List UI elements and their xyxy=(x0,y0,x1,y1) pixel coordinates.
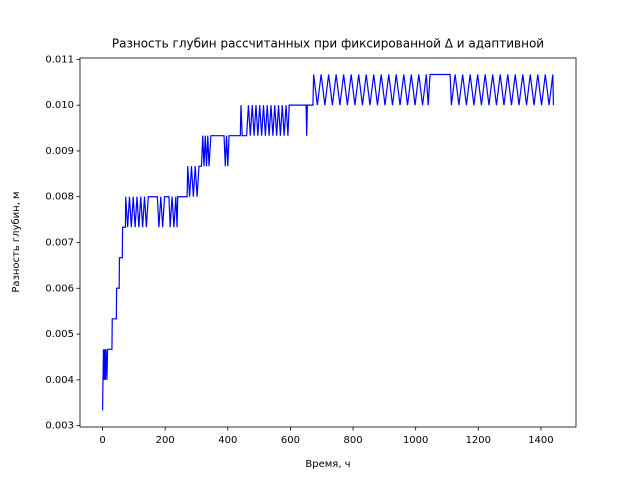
x-tick-label: 1400 xyxy=(528,435,553,446)
x-tick-label: 800 xyxy=(344,435,363,446)
x-tick-label: 1200 xyxy=(466,435,491,446)
y-tick-label: 0.010 xyxy=(45,100,74,111)
y-tick-label: 0.007 xyxy=(45,238,74,249)
x-tick-label: 400 xyxy=(218,435,237,446)
y-tick-label: 0.003 xyxy=(45,421,74,432)
plot-frame xyxy=(79,57,577,428)
y-axis-label: Разность глубин, м xyxy=(11,191,22,292)
y-tick-label: 0.004 xyxy=(45,375,74,386)
x-axis-label: Время, ч xyxy=(305,459,350,470)
y-tick-label: 0.011 xyxy=(45,54,74,65)
chart-title: Разность глубин рассчитанных при фиксиро… xyxy=(112,37,544,51)
x-tick-label: 200 xyxy=(156,435,175,446)
data-line xyxy=(101,73,555,411)
x-tick-label: 1000 xyxy=(403,435,428,446)
y-tick-label: 0.008 xyxy=(45,192,74,203)
x-tick-label: 0 xyxy=(99,435,105,446)
y-tick-label: 0.005 xyxy=(45,329,74,340)
y-tick-label: 0.006 xyxy=(45,283,74,294)
x-tick-label: 600 xyxy=(281,435,300,446)
y-tick-label: 0.009 xyxy=(45,146,74,157)
